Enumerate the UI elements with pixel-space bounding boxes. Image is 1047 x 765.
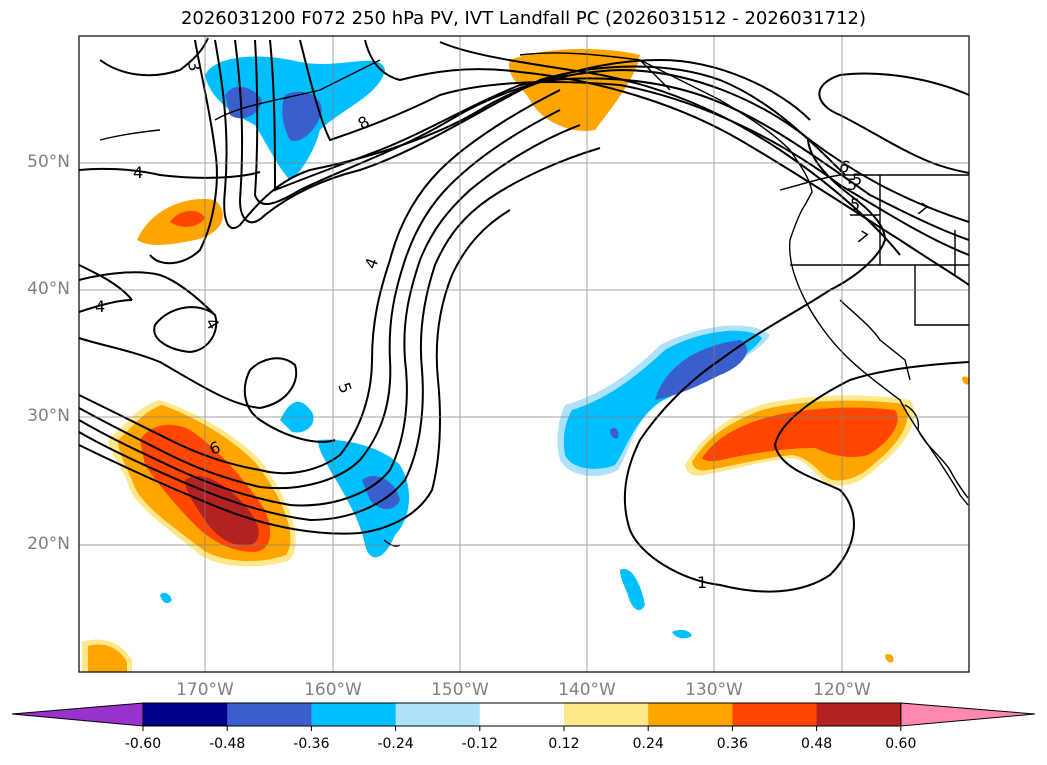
lon-tick-label: 170°W — [176, 680, 234, 700]
colorbar — [11, 702, 1036, 731]
positive-ivt-region — [962, 376, 970, 385]
chart-title: 2026031200 F072 250 hPa PV, IVT Landfall… — [180, 8, 867, 29]
coastline — [214, 59, 381, 121]
pv-contour — [99, 37, 209, 77]
colorbar-segment — [227, 703, 312, 726]
negative-ivt-region — [620, 569, 645, 611]
pv-contour — [269, 39, 970, 241]
pv-contour — [623, 139, 970, 593]
colorbar-segment — [816, 703, 902, 726]
pv-contour — [78, 264, 133, 313]
colorbar-segment — [564, 703, 649, 726]
colorbar-tick-label: 0.12 — [548, 736, 580, 752]
pv-contour — [78, 147, 601, 522]
contour-label: 4 — [133, 163, 143, 182]
colorbar-segment — [648, 703, 733, 726]
pv-contour — [439, 41, 901, 256]
ivt-shading-layer — [82, 48, 970, 672]
pv-contour-layer — [78, 37, 970, 593]
negative-ivt-region — [655, 340, 748, 400]
lat-tick-label: 40°N — [27, 279, 70, 299]
colorbar-extend-left — [11, 702, 144, 727]
colorbar-segment — [311, 703, 397, 726]
positive-ivt-region — [88, 644, 127, 672]
contour-label: 3 — [184, 59, 204, 72]
colorbar-tick-label: 0.60 — [885, 736, 917, 752]
lat-tick-label: 50°N — [27, 152, 70, 172]
lon-tick-label: 120°W — [813, 680, 871, 700]
colorbar-segment — [143, 703, 228, 726]
lon-tick-label: 160°W — [304, 680, 362, 700]
negative-ivt-region — [282, 91, 322, 141]
colorbar-tick-label: -0.24 — [377, 736, 414, 752]
contour-label: 5 — [852, 170, 862, 189]
negative-ivt-region — [362, 476, 400, 509]
pv-contour — [153, 306, 218, 354]
positive-ivt-region — [185, 476, 259, 546]
colorbar-segment — [395, 703, 481, 726]
pv-contour — [149, 39, 218, 265]
colorbar-tick-label: 0.24 — [632, 736, 664, 752]
lon-tick-label: 140°W — [558, 680, 616, 700]
coastline — [99, 129, 161, 141]
contour-label: 5 — [847, 175, 857, 194]
colorbar-outline — [142, 702, 902, 727]
positive-ivt-region — [170, 210, 205, 227]
colorbar-tick-label: -0.12 — [461, 736, 498, 752]
pv-contour — [78, 124, 581, 507]
lon-tick-label: 150°W — [431, 680, 489, 700]
negative-ivt-region — [672, 629, 692, 639]
negative-ivt-region — [610, 427, 619, 439]
colorbar-extend-right — [900, 702, 1036, 727]
colorbar-tick-label: -0.36 — [293, 736, 330, 752]
pv-contour — [253, 39, 970, 223]
contour-label: 1 — [697, 573, 707, 592]
pv-contour — [78, 89, 561, 475]
lat-tick-label: 30°N — [27, 406, 70, 426]
colorbar-tick-label: 0.36 — [716, 736, 748, 752]
lon-tick-label: 130°W — [685, 680, 743, 700]
positive-ivt-region — [885, 653, 894, 663]
pv-contour — [299, 39, 970, 256]
pv-contour — [78, 209, 511, 535]
pv-contour — [78, 271, 216, 316]
positive-ivt-region — [509, 48, 640, 131]
pv-contour — [78, 167, 261, 179]
colorbar-tick-label: -0.60 — [124, 736, 162, 752]
coastline-layer — [99, 52, 969, 547]
boundary — [790, 175, 969, 326]
pv-contour — [78, 109, 561, 490]
pv-contour — [78, 337, 336, 443]
negative-ivt-region — [225, 86, 262, 119]
contour-label: 4 — [95, 297, 105, 316]
positive-ivt-region — [702, 407, 898, 461]
contour-label: 5 — [850, 195, 860, 214]
gridlines — [79, 36, 969, 672]
map-frame — [78, 35, 970, 673]
boundary — [839, 299, 911, 381]
coastline — [904, 404, 969, 499]
colorbar-segment — [479, 703, 565, 726]
negative-ivt-region — [318, 439, 410, 558]
colorbar-tick-label: -0.48 — [209, 736, 246, 752]
coastline — [519, 52, 671, 91]
pv-contour — [818, 72, 970, 174]
negative-ivt-region — [160, 592, 172, 604]
pv-contour — [234, 39, 846, 224]
colorbar-segment — [732, 703, 818, 726]
pv-contour — [364, 39, 970, 286]
lat-tick-label: 20°N — [27, 534, 70, 554]
colorbar-tick-label: 0.48 — [801, 736, 833, 752]
